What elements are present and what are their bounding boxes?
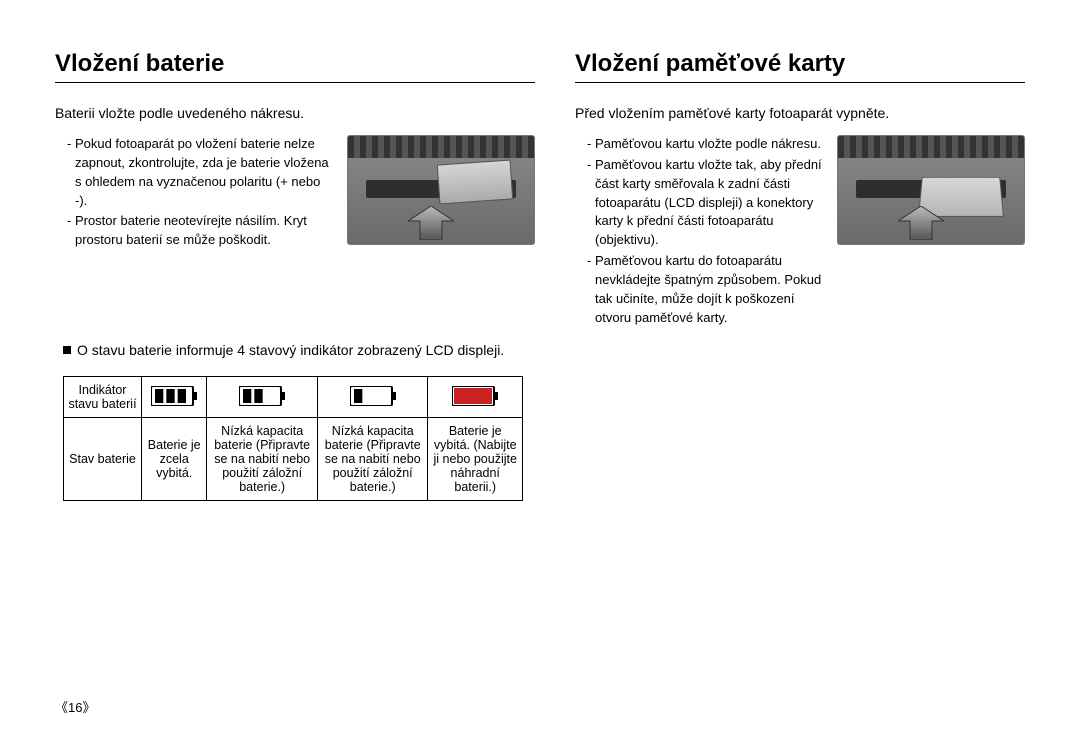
battery-one-bar-icon	[350, 386, 396, 409]
page-number: 16	[55, 697, 96, 716]
status-cell: Baterie je zcela vybitá.	[142, 418, 207, 501]
right-column: Vložení paměťové karty Před vložením pam…	[575, 50, 1025, 501]
battery-full-icon	[151, 386, 197, 409]
left-column: Vložení baterie Baterii vložte podle uve…	[55, 50, 535, 501]
battery-empty-icon	[452, 386, 498, 409]
indicator-note: O stavu baterie informuje 4 stavový indi…	[55, 342, 535, 358]
battery-status-table: Indikátor stavu baterií Stav baterie Bat…	[63, 376, 523, 501]
table-row: Indikátor stavu baterií	[64, 377, 523, 418]
memory-bullet-1: Paměťovou kartu vložte podle nákresu.	[575, 135, 823, 154]
status-cell: Nízká kapacita baterie (Připravte se na …	[317, 418, 428, 501]
battery-two-bars-icon	[239, 386, 285, 409]
memory-bullet-3: Paměťovou kartu do fotoaparátu nevkládej…	[575, 252, 823, 327]
battery-bullets: Pokud fotoaparát po vložení baterie nelz…	[55, 135, 333, 252]
row-label-indicator: Indikátor stavu baterií	[64, 377, 142, 418]
battery-icon-cell	[142, 377, 207, 418]
intro-battery: Baterii vložte podle uvedeného nákresu.	[55, 105, 535, 121]
heading-battery: Vložení baterie	[55, 50, 535, 83]
status-cell: Nízká kapacita baterie (Připravte se na …	[207, 418, 318, 501]
battery-icon-cell	[317, 377, 428, 418]
battery-illustration	[347, 135, 535, 245]
row-label-status: Stav baterie	[64, 418, 142, 501]
battery-icon-cell	[428, 377, 523, 418]
memory-card-illustration	[837, 135, 1025, 245]
page-columns: Vložení baterie Baterii vložte podle uve…	[55, 50, 1025, 501]
memory-bullets: Paměťovou kartu vložte podle nákresu. Pa…	[575, 135, 823, 329]
square-bullet-icon	[63, 346, 71, 354]
memory-bullet-2: Paměťovou kartu vložte tak, aby přední č…	[575, 156, 823, 250]
battery-content-row: Pokud fotoaparát po vložení baterie nelz…	[55, 135, 535, 252]
heading-memory-card: Vložení paměťové karty	[575, 50, 1025, 83]
battery-bullet-2: Prostor baterie neotevírejte násilím. Kr…	[55, 212, 333, 250]
status-cell: Baterie je vybitá. (Nabijte ji nebo použ…	[428, 418, 523, 501]
memory-content-row: Paměťovou kartu vložte podle nákresu. Pa…	[575, 135, 1025, 329]
insert-arrow-icon	[408, 206, 454, 240]
table-row: Stav baterie Baterie je zcela vybitá. Ní…	[64, 418, 523, 501]
battery-bullet-1: Pokud fotoaparát po vložení baterie nelz…	[55, 135, 333, 210]
intro-memory-card: Před vložením paměťové karty fotoaparát …	[575, 105, 1025, 121]
battery-icon-cell	[207, 377, 318, 418]
insert-arrow-icon	[898, 206, 944, 240]
